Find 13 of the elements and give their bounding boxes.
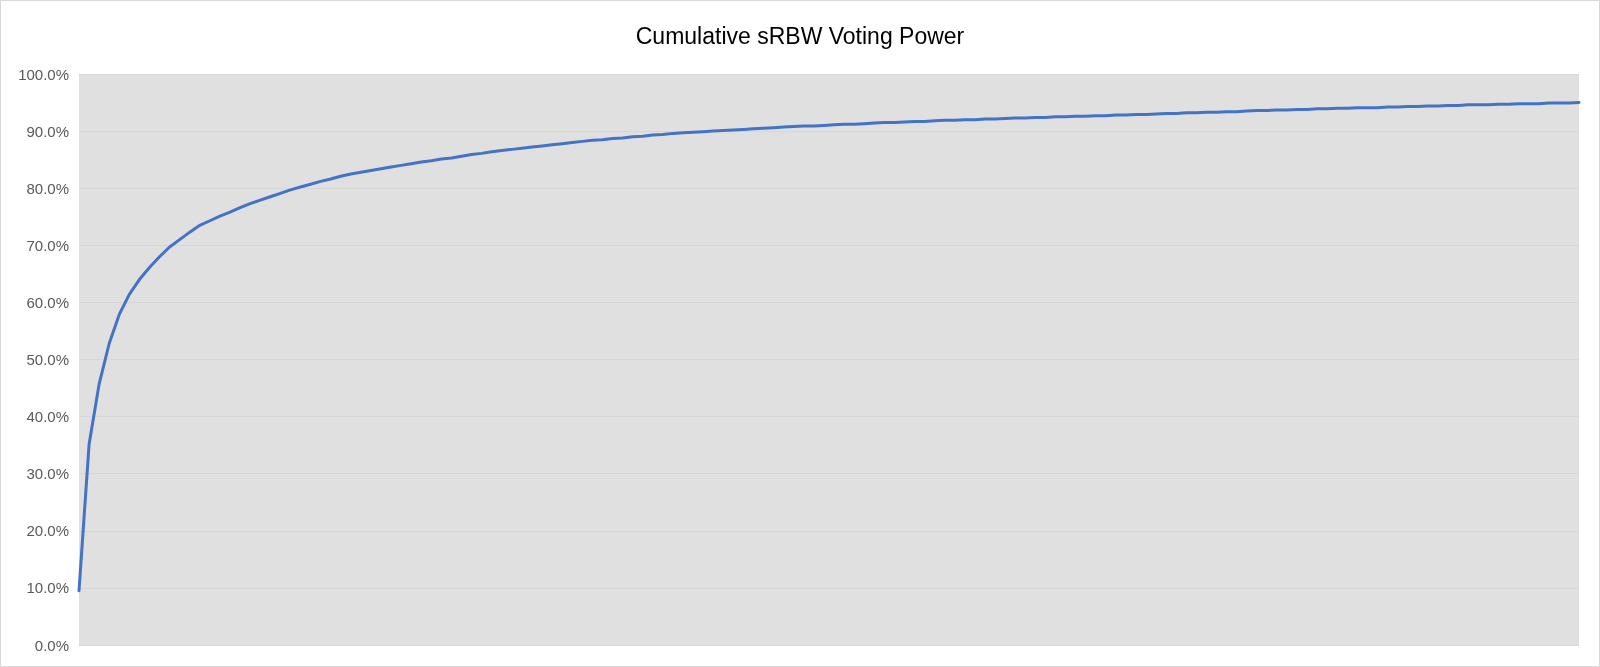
y-tick-label: 50.0% xyxy=(26,351,69,368)
y-tick-label: 80.0% xyxy=(26,179,69,197)
y-tick-label: 70.0% xyxy=(26,236,69,254)
y-tick-label: 90.0% xyxy=(26,122,69,140)
y-tick-label: 0.0% xyxy=(34,636,69,654)
y-tick-label: 40.0% xyxy=(26,408,69,426)
y-tick-label: 100.0% xyxy=(18,65,69,83)
y-tick-label: 20.0% xyxy=(26,522,69,540)
line-series xyxy=(77,101,1581,593)
y-tick-label: 30.0% xyxy=(26,465,69,483)
y-tick-label: 60.0% xyxy=(26,293,69,311)
y-tick-label: 10.0% xyxy=(26,579,69,597)
chart-title: Cumulative sRBW Voting Power xyxy=(635,22,965,49)
